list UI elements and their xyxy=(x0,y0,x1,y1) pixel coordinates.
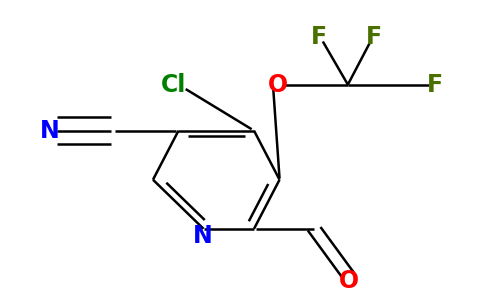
Text: N: N xyxy=(193,224,212,248)
Text: F: F xyxy=(311,25,327,49)
Text: F: F xyxy=(366,25,382,49)
Text: Cl: Cl xyxy=(161,73,186,97)
Text: O: O xyxy=(268,73,288,97)
Text: N: N xyxy=(40,119,60,143)
Text: O: O xyxy=(339,269,359,293)
Text: F: F xyxy=(426,73,442,97)
